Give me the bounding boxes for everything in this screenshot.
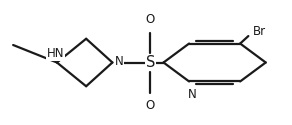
Text: N: N xyxy=(188,88,196,101)
Text: S: S xyxy=(146,55,155,70)
Text: O: O xyxy=(146,99,155,112)
Text: Br: Br xyxy=(253,25,266,38)
Text: N: N xyxy=(115,55,124,68)
Text: O: O xyxy=(146,13,155,26)
Text: HN: HN xyxy=(47,47,64,60)
